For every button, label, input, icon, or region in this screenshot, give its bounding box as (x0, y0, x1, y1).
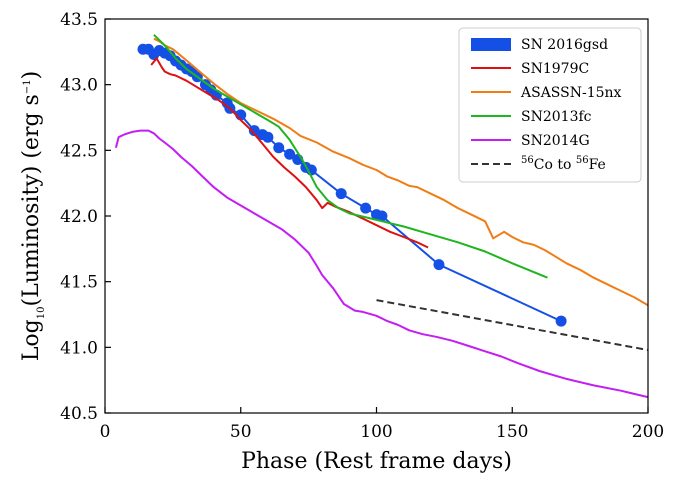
data-point-sn-2016gsd (555, 315, 567, 327)
y-tick-label: 43.0 (60, 76, 98, 96)
y-tick-label: 43.5 (60, 10, 98, 30)
x-tick-label: 0 (100, 422, 111, 442)
data-point-sn-2016gsd (284, 148, 296, 160)
y-axis-label-sup: −1 (22, 79, 33, 94)
ticks-layer: 0 50 100 150 200 40.5 41.0 41.5 42.0 42.5 43.0 43.5 (60, 10, 664, 442)
data-point-sn-2016gsd (360, 202, 372, 214)
data-point-sn-2016gsd (376, 210, 388, 222)
legend-label-sn1979c: SN1979C (521, 61, 589, 77)
data-point-sn-2016gsd (248, 125, 260, 137)
data-point-sn-2016gsd (433, 259, 445, 271)
legend-label-sn-2016gsd: SN 2016gsd (521, 37, 608, 53)
series-layer (114, 34, 648, 399)
series-line-sn1979c (150, 57, 429, 249)
x-tick-label: 200 (632, 422, 664, 442)
y-axis-label-suffix: ) (19, 71, 44, 80)
legend: SN 2016gsd SN1979C ASASSN-15nx SN2013fc SN20… (458, 27, 642, 183)
y-tick-label: 41.5 (60, 273, 98, 293)
legend-label-56co-to-56fe: 56Co to 56Fe (521, 155, 606, 173)
y-tick-label: 40.5 (60, 404, 98, 424)
legend-label-asassn-15nx: ASASSN-15nx (520, 85, 622, 101)
y-tick-label: 42.5 (60, 141, 98, 161)
x-tick-label: 50 (230, 422, 252, 442)
legend-label-sn2014g: SN2014G (521, 133, 590, 149)
y-axis-label: Log10(Luminosity) (erg s−1) (19, 71, 47, 361)
data-point-sn-2016gsd (335, 188, 347, 200)
y-axis-label-prefix: Log (19, 319, 44, 361)
y-axis-label-sub: 10 (36, 307, 47, 320)
legend-box (458, 27, 642, 183)
data-point-sn-2016gsd (273, 142, 285, 154)
data-point-sn-2016gsd (262, 131, 274, 143)
series-line-sn2013fc (153, 34, 548, 279)
x-tick-label: 100 (360, 422, 392, 442)
legend-swatch-sn-2016gsd (471, 38, 511, 51)
series-line-56co-to-56fe (376, 299, 648, 351)
series-line-sn2014g (114, 129, 648, 399)
y-tick-label: 42.0 (60, 207, 98, 227)
y-tick-label: 41.0 (60, 338, 98, 358)
y-axis-label-middle: (Luminosity) (erg s (19, 94, 44, 306)
legend-label-sn2013fc: SN2013fc (521, 109, 592, 125)
series-line-asassn-15nx (153, 37, 648, 307)
x-axis-label: Phase (Rest frame days) (241, 449, 512, 474)
x-tick-label: 150 (496, 422, 528, 442)
